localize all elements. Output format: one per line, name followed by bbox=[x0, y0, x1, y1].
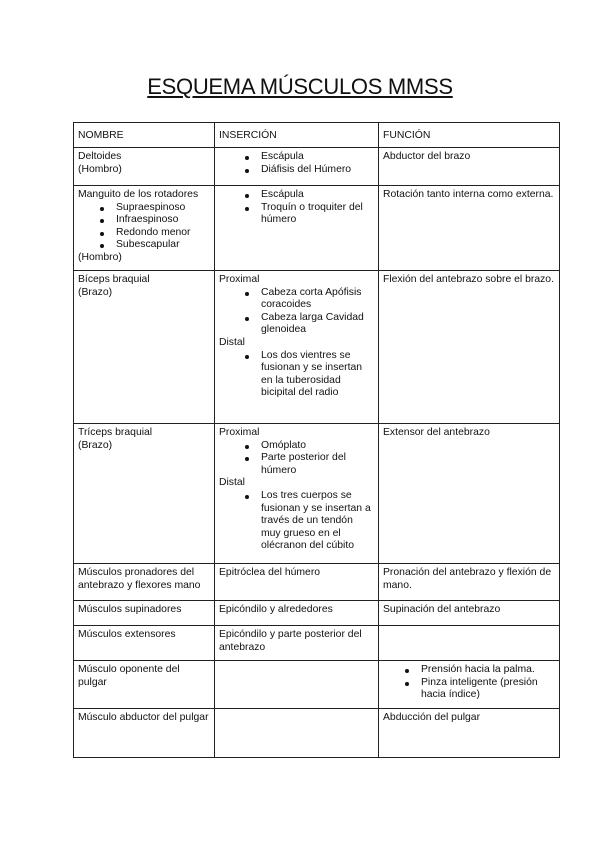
cell-funcion: Abductor del brazo bbox=[378, 147, 560, 186]
cell-nombre: Bíceps braquial (Brazo) bbox=[73, 270, 215, 424]
cell-funcion: Supinación del antebrazo bbox=[378, 600, 560, 626]
bullet-list: Los tres cuerpos se fusionan y se insert… bbox=[219, 490, 374, 553]
bullet-item: Troquín o troquiter del húmero bbox=[219, 202, 374, 227]
cell-text: Epicóndilo y alrededores bbox=[219, 604, 333, 615]
cell-text: Pronación del antebrazo y flexión de man… bbox=[383, 567, 552, 591]
cell-insercion: Epitróclea del húmero bbox=[214, 563, 379, 601]
cell-text: Músculos supinadores bbox=[78, 604, 182, 615]
table-row: Músculos extensores Epicóndilo y parte po… bbox=[73, 625, 560, 661]
cell-funcion: Prensión hacia la palma. Pinza inteligent… bbox=[378, 660, 560, 709]
bullet-item: Redondo menor bbox=[78, 227, 210, 240]
cell-insercion: Proximal Omóplato Parte posterior del húme… bbox=[214, 423, 379, 564]
bullet-list: Prensión hacia la palma. Pinza inteligent… bbox=[383, 664, 555, 702]
cell-text: Músculo abductor del pulgar bbox=[78, 712, 209, 723]
cell-text: Flexión del antebrazo sobre el brazo. bbox=[383, 274, 554, 285]
cell-text: Abductor del brazo bbox=[383, 151, 471, 162]
header-insercion: INSERCIÓN bbox=[214, 122, 379, 148]
bullet-list: Omóplato Parte posterior del húmero bbox=[219, 440, 374, 478]
table-row: Bíceps braquial (Brazo) Proximal Cabeza cor… bbox=[73, 270, 560, 424]
bullet-list: Cabeza corta Apófisis coracoides Cabeza l… bbox=[219, 287, 374, 337]
cell-insercion: Epicóndilo y alrededores bbox=[214, 600, 379, 626]
cell-text: Músculo oponente del pulgar bbox=[78, 664, 180, 688]
cell-text: (Hombro) bbox=[78, 163, 122, 175]
cell-text: Músculos pronadores del antebrazo y flex… bbox=[78, 567, 201, 591]
bullet-list: Supraespinoso Infraespinoso Redondo menor S… bbox=[78, 202, 210, 252]
table-row: Manguito de los rotadores Supraespinoso In… bbox=[73, 185, 560, 271]
table-row: Músculos supinadores Epicóndilo y alreded… bbox=[73, 600, 560, 626]
cell-funcion: Pronación del antebrazo y flexión de man… bbox=[378, 563, 560, 601]
cell-text: Proximal bbox=[219, 427, 260, 438]
cell-nombre: Músculo abductor del pulgar bbox=[73, 708, 215, 758]
cell-funcion bbox=[378, 625, 560, 661]
bullet-item: Infraespinoso bbox=[78, 214, 210, 227]
cell-nombre: Músculos pronadores del antebrazo y flex… bbox=[73, 563, 215, 601]
cell-insercion: Epicóndilo y parte posterior del antebra… bbox=[214, 625, 379, 661]
bullet-item: Los dos vientres se fusionan y se insert… bbox=[219, 350, 374, 400]
cell-text: Manguito de los rotadores bbox=[78, 189, 199, 200]
cell-insercion: Escápula Diáfisis del Húmero bbox=[214, 147, 379, 186]
cell-nombre: Músculo oponente del pulgar bbox=[73, 660, 215, 709]
cell-text: Proximal bbox=[219, 274, 260, 285]
cell-funcion: Rotación tanto interna como externa. bbox=[378, 185, 560, 271]
bullet-item: Cabeza corta Apófisis coracoides bbox=[219, 287, 374, 312]
table-row: Deltoides (Hombro) Escápula Diáfisis del Hú… bbox=[73, 147, 560, 186]
cell-text: Tríceps braquial bbox=[78, 427, 153, 438]
table-row: Músculo oponente del pulgar Prensión haci… bbox=[73, 660, 560, 709]
table-row: Tríceps braquial (Brazo) Proximal Omóplato P… bbox=[73, 423, 560, 564]
cell-funcion: Extensor del antebrazo bbox=[378, 423, 560, 564]
bullet-item: Prensión hacia la palma. bbox=[383, 664, 555, 677]
cell-nombre: Músculos supinadores bbox=[73, 600, 215, 626]
cell-nombre: Deltoides (Hombro) bbox=[73, 147, 215, 186]
cell-text: (Hombro) bbox=[78, 251, 122, 263]
cell-insercion: Escápula Troquín o troquiter del húmero bbox=[214, 185, 379, 271]
cell-text: Bíceps braquial bbox=[78, 274, 150, 285]
bullet-item: Escápula bbox=[219, 151, 374, 164]
bullet-item: Cabeza larga Cavidad glenoidea bbox=[219, 312, 374, 337]
bullet-item: Parte posterior del húmero bbox=[219, 452, 374, 477]
bullet-item: Los tres cuerpos se fusionan y se insert… bbox=[219, 490, 374, 553]
table-header-row: NOMBRE INSERCIÓN FUNCIÓN bbox=[73, 122, 560, 148]
bullet-list: Escápula Troquín o troquiter del húmero bbox=[219, 189, 374, 227]
cell-funcion: Flexión del antebrazo sobre el brazo. bbox=[378, 270, 560, 424]
bullet-list: Los dos vientres se fusionan y se insert… bbox=[219, 350, 374, 400]
cell-insercion: Proximal Cabeza corta Apófisis coracoides… bbox=[214, 270, 379, 424]
cell-text: Extensor del antebrazo bbox=[383, 427, 490, 438]
cell-text: Deltoides bbox=[78, 151, 122, 162]
bullet-item: Pinza inteligente (presión hacia índice) bbox=[383, 677, 555, 702]
bullet-item: Diáfisis del Húmero bbox=[219, 164, 374, 177]
bullet-list: Escápula Diáfisis del Húmero bbox=[219, 151, 374, 176]
cell-text: (Brazo) bbox=[78, 286, 113, 298]
cell-text: (Brazo) bbox=[78, 439, 113, 451]
bullet-item: Subescapular bbox=[78, 239, 210, 252]
cell-text: Supinación del antebrazo bbox=[383, 604, 501, 615]
header-funcion: FUNCIÓN bbox=[378, 122, 560, 148]
cell-funcion: Abducción del pulgar bbox=[378, 708, 560, 758]
header-nombre: NOMBRE bbox=[73, 122, 215, 148]
cell-nombre: Manguito de los rotadores Supraespinoso In… bbox=[73, 185, 215, 271]
muscles-table: NOMBRE INSERCIÓN FUNCIÓN Deltoides (Hombr… bbox=[73, 122, 560, 758]
cell-text: Músculos extensores bbox=[78, 629, 176, 640]
cell-text: Epitróclea del húmero bbox=[219, 567, 321, 578]
cell-insercion bbox=[214, 660, 379, 709]
bullet-item: Supraespinoso bbox=[78, 202, 210, 215]
document-title: ESQUEMA MÚSCULOS MMSS bbox=[147, 74, 453, 99]
cell-text: Distal bbox=[219, 477, 245, 489]
cell-nombre: Músculos extensores bbox=[73, 625, 215, 661]
cell-text: Abducción del pulgar bbox=[383, 712, 481, 723]
cell-text: Epicóndilo y parte posterior del antebra… bbox=[219, 629, 362, 653]
table-row: Músculos pronadores del antebrazo y flex… bbox=[73, 563, 560, 601]
bullet-item: Escápula bbox=[219, 189, 374, 202]
bullet-item: Omóplato bbox=[219, 440, 374, 453]
table-row: Músculo abductor del pulgar Abducción del… bbox=[73, 708, 560, 758]
cell-nombre: Tríceps braquial (Brazo) bbox=[73, 423, 215, 564]
cell-insercion bbox=[214, 708, 379, 758]
cell-text: Rotación tanto interna como externa. bbox=[383, 189, 554, 200]
cell-text: Distal bbox=[219, 336, 245, 348]
